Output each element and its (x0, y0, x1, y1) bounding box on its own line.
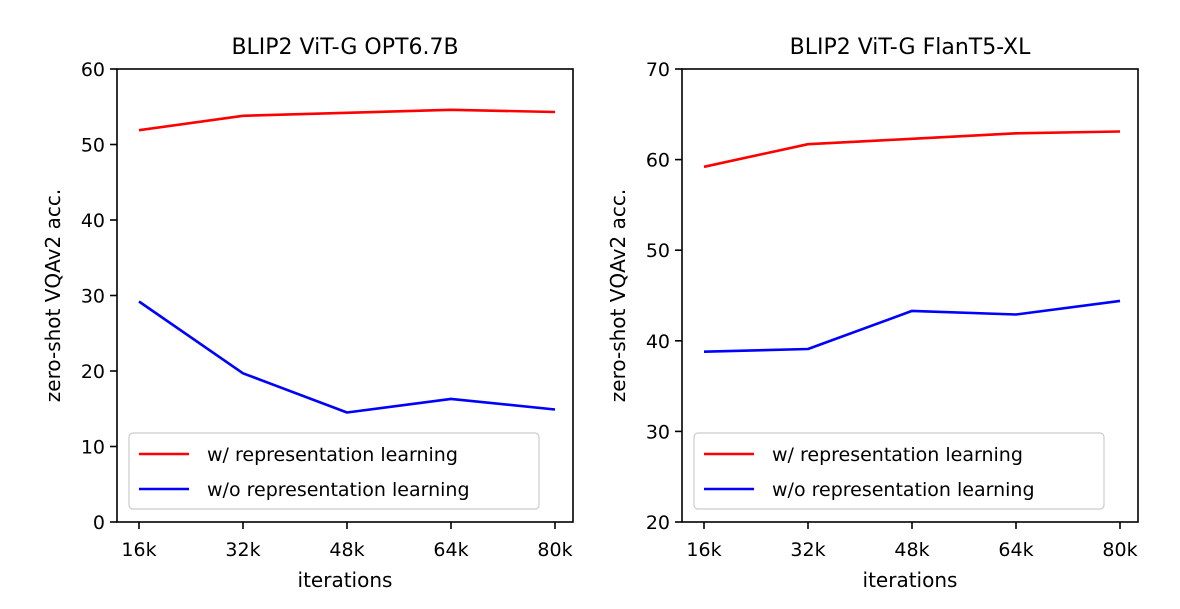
y-tick-label: 0 (93, 512, 105, 534)
y-tick-label: 40 (81, 210, 105, 232)
y-tick-label: 10 (81, 437, 105, 459)
x-tick-label: 16k (121, 539, 156, 561)
series-line-with-rep (703, 130, 1121, 169)
chart-title: BLIP2 ViT-G OPT6.7B (231, 35, 458, 60)
y-tick-label: 30 (81, 286, 105, 308)
x-axis-label: iterations (298, 568, 393, 592)
x-tick-label: 64k (998, 539, 1033, 561)
y-tick-label: 60 (81, 59, 105, 81)
y-tick-label: 20 (81, 361, 105, 383)
y-tick-label: 30 (646, 421, 670, 443)
chart-panel-flant5: BLIP2 ViT-G FlanT5-XL 20 30 40 50 60 70 16k 32k 4… (606, 35, 1139, 592)
axes-frame (681, 68, 1139, 523)
series-line-without-rep (703, 299, 1121, 353)
x-tick-label: 48k (894, 539, 929, 561)
x-tick-label: 32k (225, 539, 260, 561)
chart-title: BLIP2 ViT-G FlanT5-XL (790, 35, 1032, 60)
x-tick-label: 80k (1102, 539, 1137, 561)
x-tick-label: 16k (686, 539, 721, 561)
legend-label: w/ representation learning (772, 444, 1023, 466)
axes-frame (116, 68, 574, 523)
chart-panel-opt: BLIP2 ViT-G OPT6.7B 0 10 20 30 40 50 60 16k 32k 48… (41, 35, 574, 592)
y-axis-label: zero-shot VQAv2 acc. (606, 189, 630, 402)
y-axis-label: zero-shot VQAv2 acc. (41, 189, 65, 402)
legend-box (128, 432, 540, 510)
series-line-with-rep (138, 108, 556, 132)
legend-label: w/o representation learning (207, 479, 470, 501)
x-tick-label: 48k (329, 539, 364, 561)
legend-label: w/o representation learning (772, 479, 1035, 501)
y-tick-label: 50 (646, 240, 670, 262)
legend: w/ representation learning w/o representa… (693, 432, 1105, 510)
series-line-without-rep (138, 300, 556, 414)
x-tick-label: 80k (537, 539, 572, 561)
y-tick-label: 40 (646, 331, 670, 353)
x-tick-label: 64k (433, 539, 468, 561)
legend: w/ representation learning w/o representa… (128, 432, 540, 510)
x-axis-label: iterations (863, 568, 958, 592)
y-tick-label: 70 (646, 59, 670, 81)
x-tick-label: 32k (790, 539, 825, 561)
legend-label: w/ representation learning (207, 444, 458, 466)
y-tick-label: 60 (646, 150, 670, 172)
y-tick-label: 50 (81, 135, 105, 157)
legend-box (693, 432, 1105, 510)
y-tick-label: 20 (646, 512, 670, 534)
